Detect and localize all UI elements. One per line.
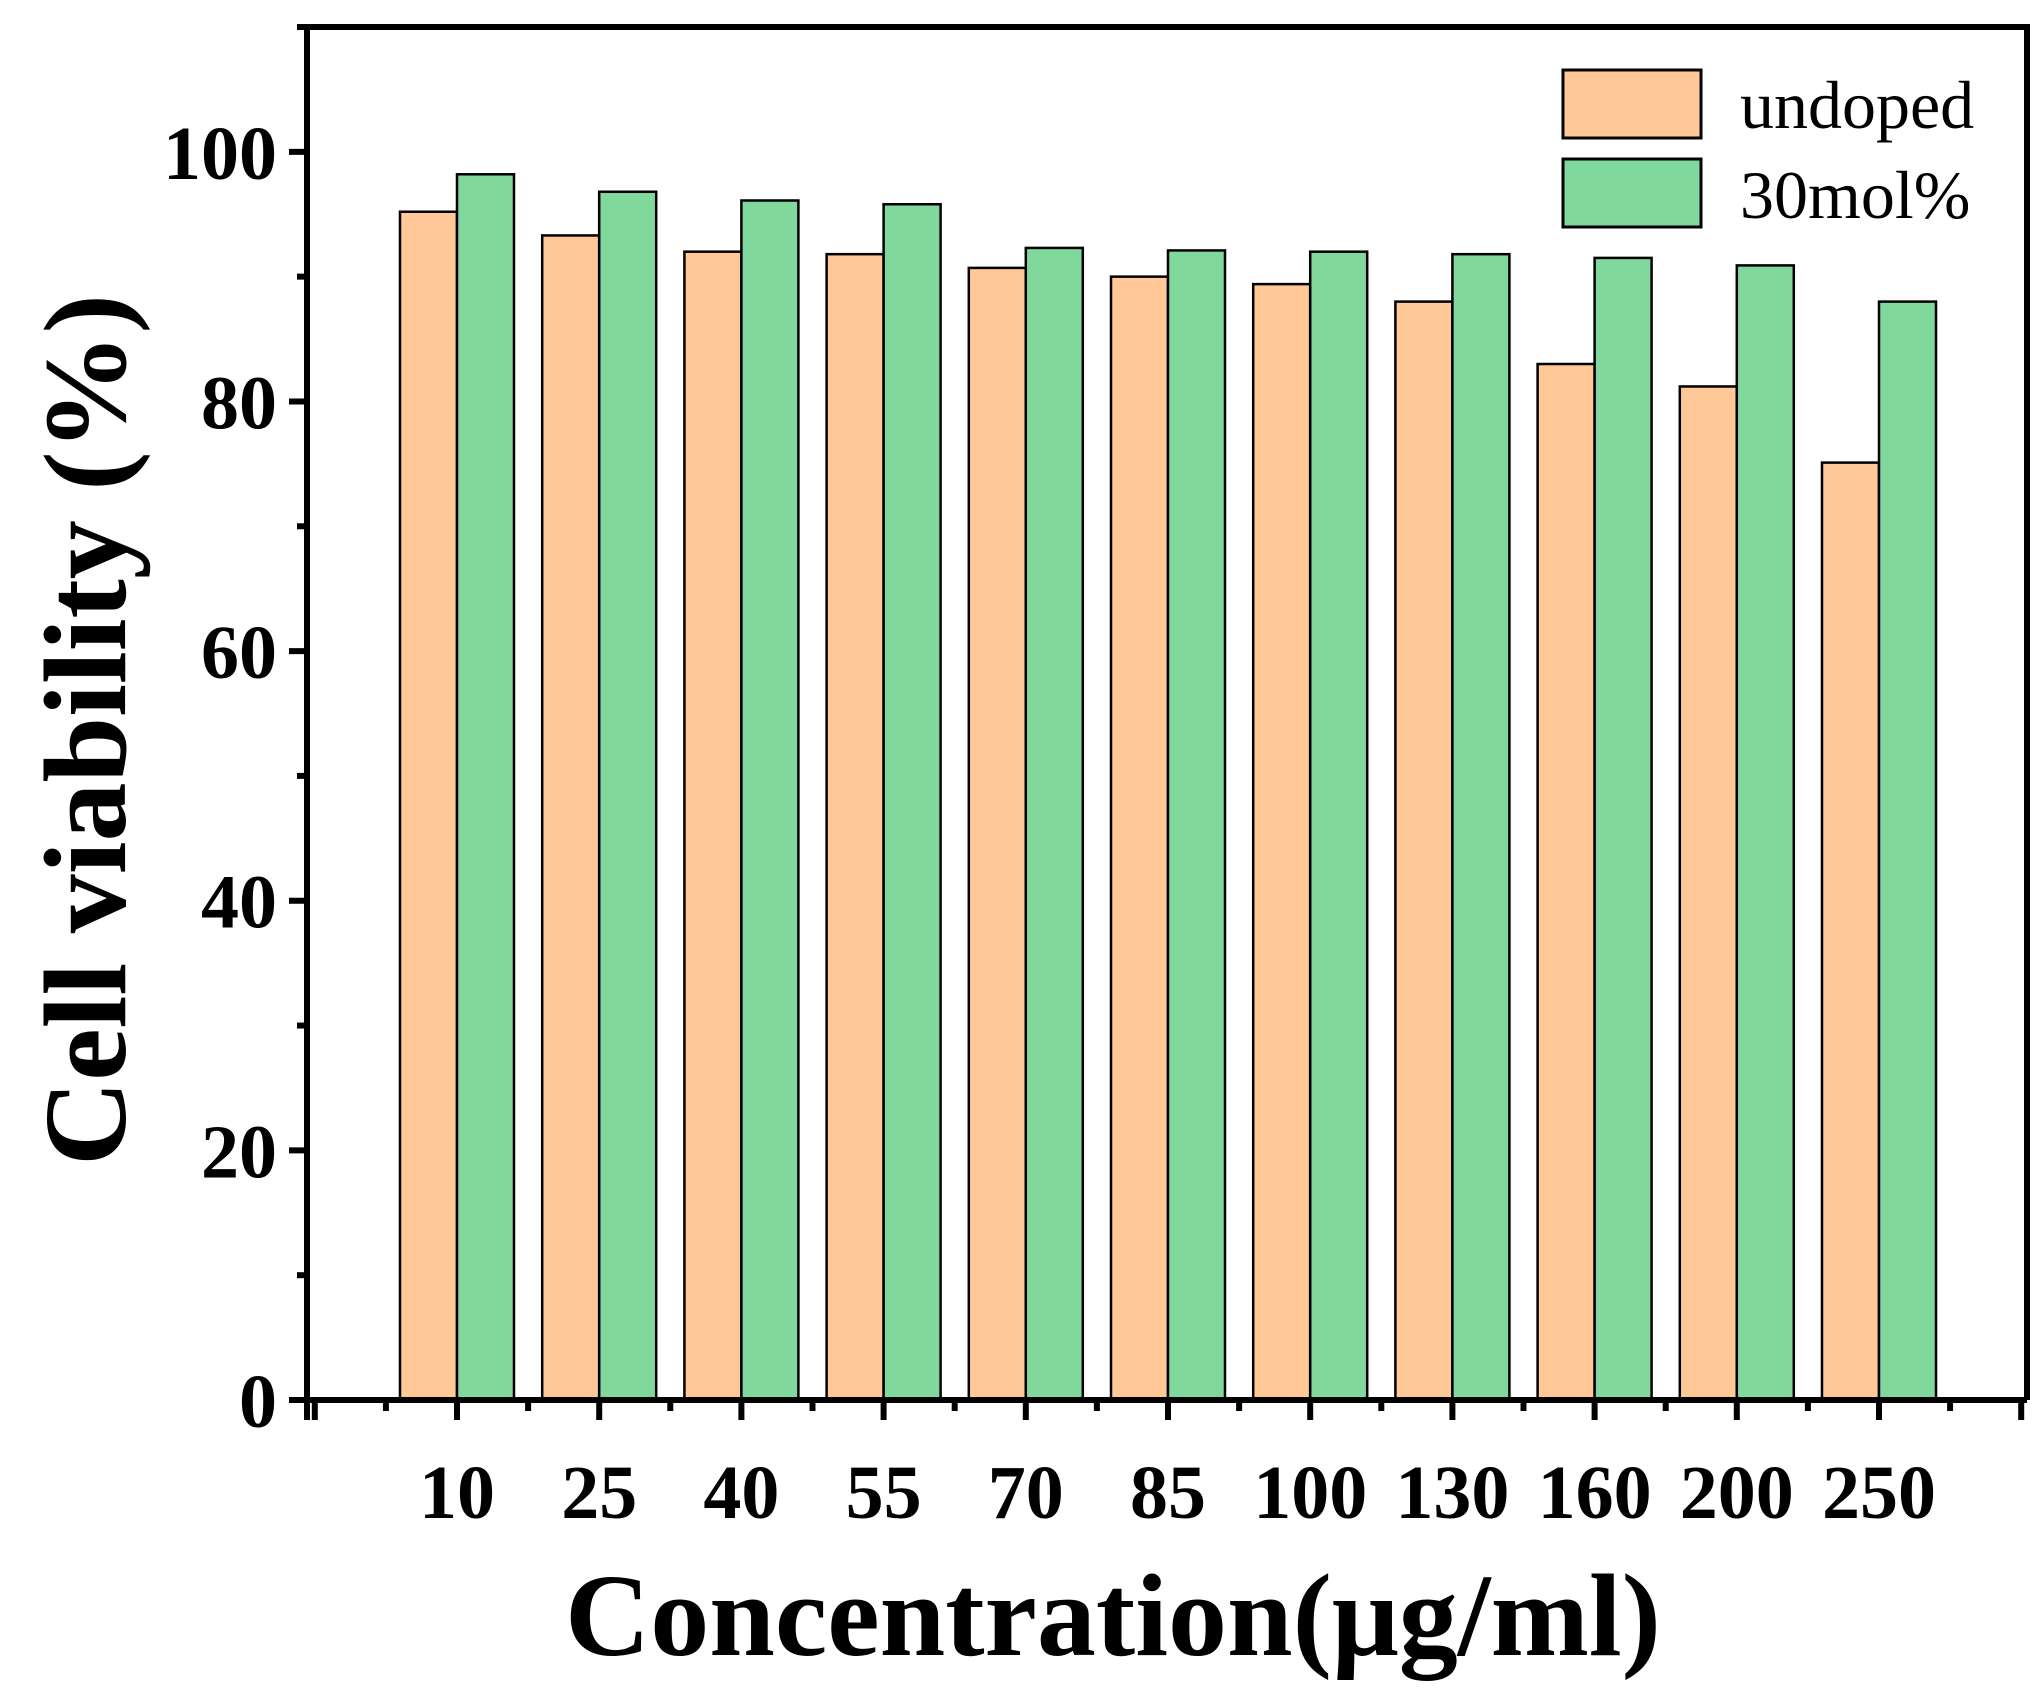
x-tick-label: 100 (1253, 1451, 1367, 1535)
x-tick-label: 40 (703, 1451, 779, 1535)
legend-label-30mol: 30mol% (1740, 157, 1970, 233)
x-tick-label: 250 (1822, 1451, 1936, 1535)
legend-label-undoped: undoped (1740, 67, 1974, 143)
bars-layer (400, 174, 1936, 1400)
bar-undoped-130 (1395, 302, 1452, 1400)
bar-undoped-10 (400, 212, 457, 1400)
y-axis-title: Cell viability (%) (20, 294, 151, 1166)
bar-30mol--70 (1026, 248, 1083, 1400)
bar-undoped-70 (969, 268, 1026, 1400)
bar-30mol--130 (1452, 254, 1509, 1400)
y-tick-label: 0 (239, 1360, 277, 1444)
x-tick-label: 70 (988, 1451, 1064, 1535)
chart: 0 20 40 60 80 100 10 25 40 55 70 85 100 130 160 200 250 … (0, 0, 2042, 1700)
chart-svg: 02040608010010 25 40 55 70 85 100 130 160 200 250 … (0, 0, 2042, 1700)
bar-30mol--160 (1595, 258, 1652, 1400)
x-tick-label: 85 (1130, 1451, 1206, 1535)
bar-undoped-55 (827, 254, 884, 1400)
x-tick-label: 200 (1680, 1451, 1794, 1535)
bar-30mol--250 (1879, 302, 1936, 1400)
bar-undoped-160 (1538, 364, 1595, 1400)
bar-undoped-100 (1253, 284, 1310, 1400)
y-tick-label: 60 (201, 611, 277, 695)
x-tick-label: 160 (1538, 1451, 1652, 1535)
bar-30mol--85 (1168, 250, 1225, 1400)
bar-undoped-85 (1111, 277, 1168, 1400)
x-axis-title: Concentration(μg/ml) (565, 1550, 1661, 1681)
legend-swatch-undoped (1563, 70, 1701, 138)
bar-undoped-40 (684, 252, 741, 1400)
bar-30mol--25 (599, 192, 656, 1400)
y-tick-label: 20 (201, 1110, 277, 1194)
y-tick-label: 40 (201, 861, 277, 945)
bar-30mol--40 (741, 200, 798, 1400)
bar-30mol--55 (884, 204, 941, 1400)
y-tick-label: 80 (201, 361, 277, 445)
bar-30mol--200 (1737, 265, 1794, 1400)
legend-swatch-30mol (1563, 159, 1701, 227)
x-tick-label: 10 (419, 1451, 495, 1535)
bar-undoped-250 (1822, 463, 1879, 1400)
bar-30mol--10 (457, 174, 514, 1400)
legend: undoped 30mol% (1563, 67, 1974, 233)
bar-30mol--100 (1310, 252, 1367, 1400)
x-tick-label: 55 (846, 1451, 922, 1535)
bar-undoped-200 (1680, 386, 1737, 1400)
bar-undoped-25 (542, 235, 599, 1400)
y-tick-label: 100 (163, 112, 277, 196)
x-tick-label: 130 (1395, 1451, 1509, 1535)
x-tick-label: 25 (561, 1451, 637, 1535)
